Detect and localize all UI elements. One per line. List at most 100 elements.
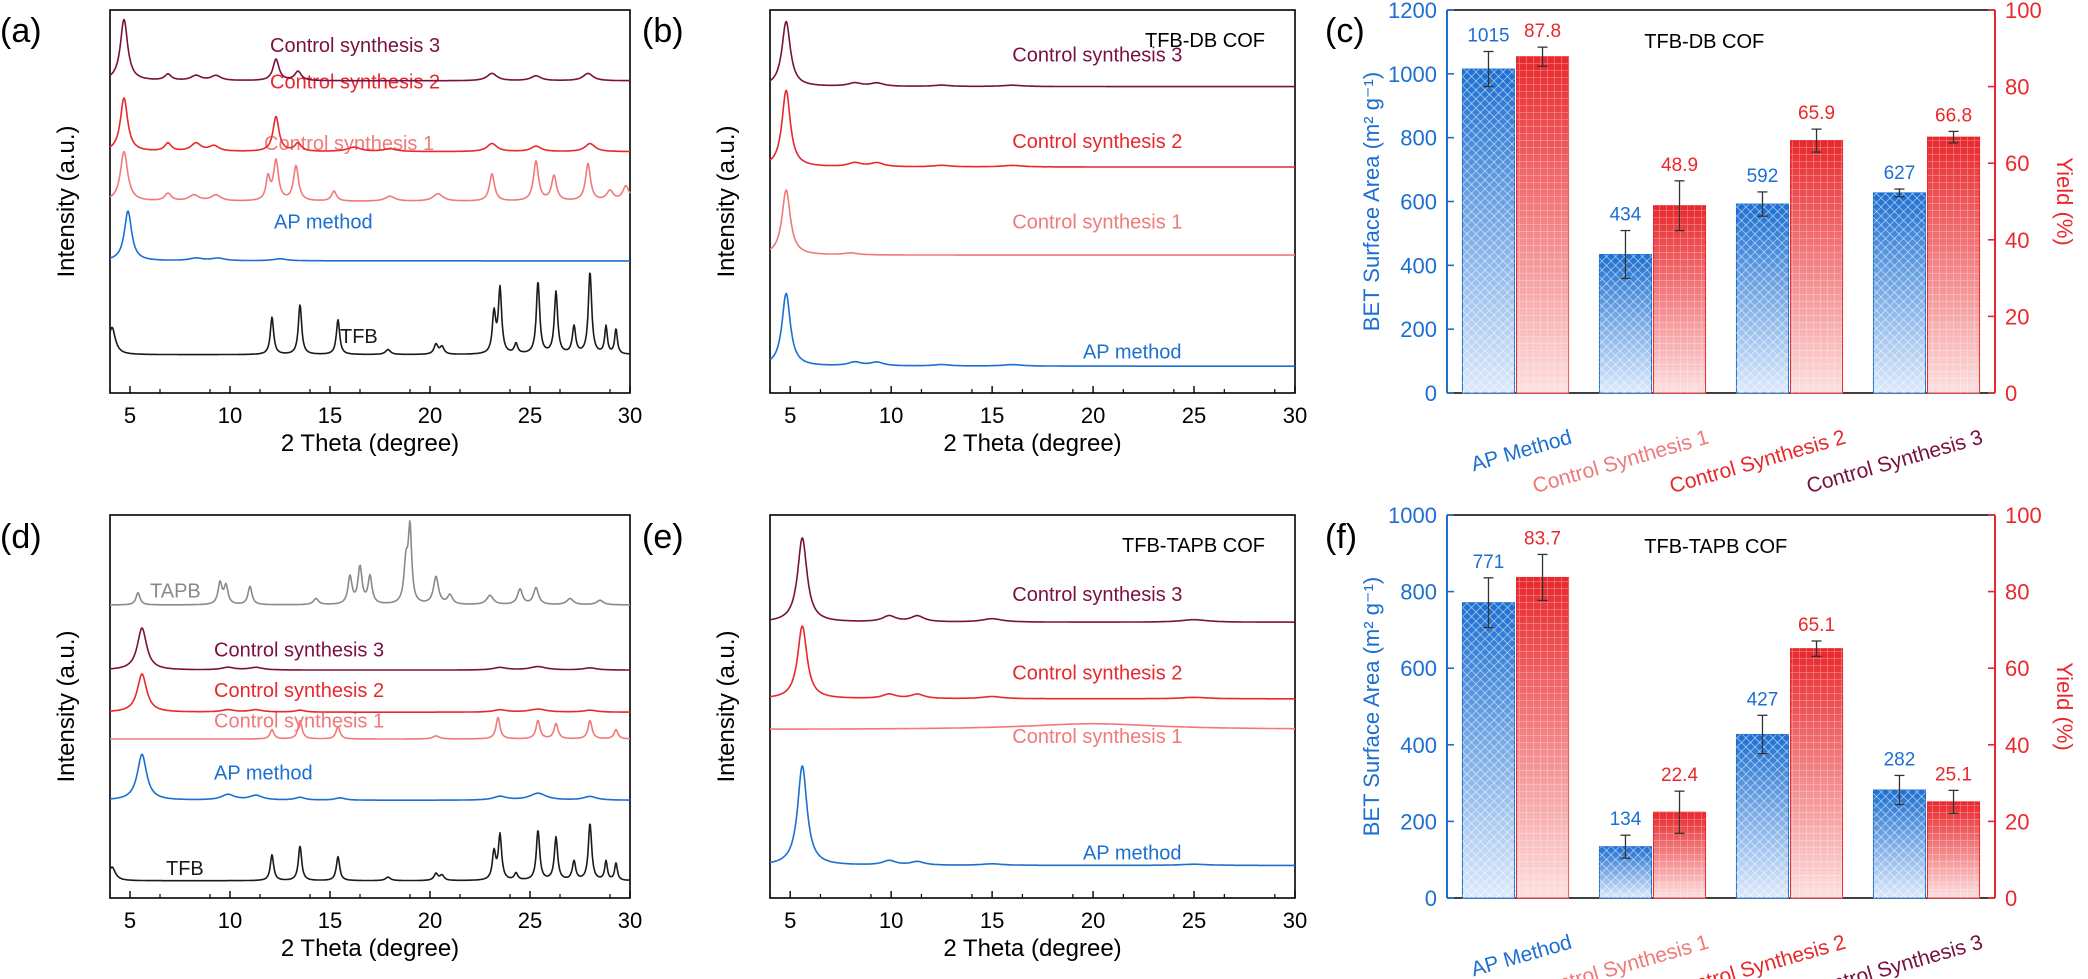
panel-label: (e) (642, 518, 684, 556)
panel-c: 0 200 400 600 800 1000 1200 0 20 40 60 80 100 BET Sur… (1325, 0, 2077, 498)
y-axis-label: Intensity (a.u.) (713, 630, 740, 782)
series-line-control-synthesis-3 (109, 627, 631, 671)
x-tick-label: 20 (418, 403, 442, 428)
series-line-control-synthesis-1 (769, 722, 1296, 730)
x-tick-label: 10 (218, 403, 242, 428)
y-axis-label: Intensity (a.u.) (53, 630, 80, 782)
series-label: TFB (166, 858, 204, 880)
series-label: AP method (1083, 342, 1182, 364)
series-line-tfb (109, 272, 631, 356)
panel-label: (d) (0, 518, 42, 556)
panel-title: TFB-TAPB COF (1122, 535, 1265, 557)
right-tick-label: 100 (2005, 503, 2042, 528)
bar-texture (1790, 648, 1843, 898)
right-tick-label: 0 (2005, 886, 2017, 911)
x-tick-label: 25 (518, 403, 542, 428)
panel-label: (c) (1325, 12, 1365, 50)
left-tick-label: 800 (1400, 580, 1437, 605)
x-tick-label: 10 (879, 908, 903, 933)
series-label: Control synthesis 3 (1012, 584, 1182, 606)
right-tick-label: 40 (2005, 733, 2029, 758)
panel-a: 5 10 15 20 25 30 2 Theta (degree) Intensity (a.… (0, 9, 642, 457)
data-label: 48.9 (1661, 155, 1698, 176)
data-label: 771 (1473, 552, 1505, 573)
x-axis-label: 2 Theta (degree) (943, 430, 1121, 457)
left-tick-label: 0 (1425, 886, 1437, 911)
x-tick-label: 5 (124, 908, 136, 933)
plot-frame (769, 9, 1296, 394)
x-tick-label: 10 (218, 908, 242, 933)
series-label: AP method (1083, 843, 1182, 865)
data-label: 1015 (1467, 25, 1509, 46)
series-label: Control synthesis 1 (1012, 211, 1182, 233)
panel-title: TFB-DB COF (1145, 30, 1265, 52)
bar-texture (1927, 801, 1980, 898)
bar-texture (1927, 137, 1980, 393)
series-label: AP method (274, 211, 373, 233)
left-axis-label: BET Surface Area (m² g⁻¹) (1359, 72, 1384, 331)
series-label: Control synthesis 1 (1012, 726, 1182, 748)
bar-texture (1462, 69, 1515, 393)
x-tick-label: 20 (418, 908, 442, 933)
bar-texture (1790, 140, 1843, 393)
left-tick-label: 400 (1400, 253, 1437, 278)
right-tick-label: 80 (2005, 580, 2029, 605)
left-tick-label: 0 (1425, 381, 1437, 406)
panel-d: 5 10 15 20 25 30 2 Theta (degree) Intensity (a.… (0, 514, 642, 962)
right-axis-label: Yield (%) (2052, 157, 2077, 245)
series-line-ap-method (109, 210, 631, 262)
series-label: AP method (214, 762, 313, 784)
panel-title: TFB-DB COF (1644, 31, 1764, 53)
data-label: 627 (1884, 163, 1916, 184)
x-tick-label: 30 (1283, 403, 1307, 428)
right-tick-label: 60 (2005, 656, 2029, 681)
data-label: 134 (1610, 809, 1642, 830)
bar-texture (1462, 602, 1515, 898)
x-axis-label: 2 Theta (degree) (281, 935, 459, 962)
series-label: Control synthesis 2 (214, 680, 384, 702)
bar-texture (1736, 734, 1789, 898)
series-line-control-synthesis-1 (109, 716, 631, 740)
series-line-control-synthesis-2 (769, 89, 1296, 168)
plot-frame (109, 9, 631, 394)
left-tick-label: 200 (1400, 809, 1437, 834)
bar-texture (1736, 204, 1789, 393)
left-axis-label: BET Surface Area (m² g⁻¹) (1359, 577, 1384, 836)
data-label: 434 (1610, 205, 1642, 226)
series-line-control-synthesis-2 (109, 673, 631, 713)
left-tick-label: 600 (1400, 190, 1437, 215)
bar-texture (1516, 577, 1569, 898)
x-tick-label: 30 (618, 403, 642, 428)
left-tick-label: 1000 (1388, 503, 1437, 528)
right-tick-label: 100 (2005, 0, 2042, 23)
left-tick-label: 1000 (1388, 62, 1437, 87)
series-line-tfb (109, 823, 631, 882)
left-tick-label: 400 (1400, 733, 1437, 758)
series-line-control-synthesis-3 (769, 20, 1296, 88)
right-tick-label: 80 (2005, 75, 2029, 100)
panel-b: 5 10 15 20 25 30 2 Theta (degree) Intensity (a.… (642, 9, 1307, 457)
bar-texture (1653, 205, 1706, 393)
right-tick-label: 0 (2005, 381, 2017, 406)
right-tick-label: 20 (2005, 809, 2029, 834)
x-tick-label: 30 (618, 908, 642, 933)
data-label: 592 (1747, 166, 1779, 187)
series-line-ap-method (109, 753, 631, 801)
data-label: 66.8 (1935, 105, 1972, 126)
y-axis-label: Intensity (a.u.) (713, 125, 740, 277)
series-label: Control synthesis 3 (214, 640, 384, 662)
right-tick-label: 20 (2005, 304, 2029, 329)
series-label: TAPB (150, 580, 201, 602)
x-tick-label: 10 (879, 403, 903, 428)
bar-texture (1873, 192, 1926, 393)
x-axis-label: 2 Theta (degree) (281, 430, 459, 457)
x-tick-label: 25 (1182, 403, 1206, 428)
x-tick-label: 30 (1283, 908, 1307, 933)
series-line-control-synthesis-1 (769, 189, 1296, 256)
x-axis-label: 2 Theta (degree) (943, 935, 1121, 962)
series-label: Control synthesis 1 (214, 711, 384, 733)
series-line-control-synthesis-2 (109, 97, 631, 153)
x-tick-label: 20 (1081, 403, 1105, 428)
series-label: Control synthesis 2 (1012, 131, 1182, 153)
series-line-ap-method (769, 292, 1296, 367)
